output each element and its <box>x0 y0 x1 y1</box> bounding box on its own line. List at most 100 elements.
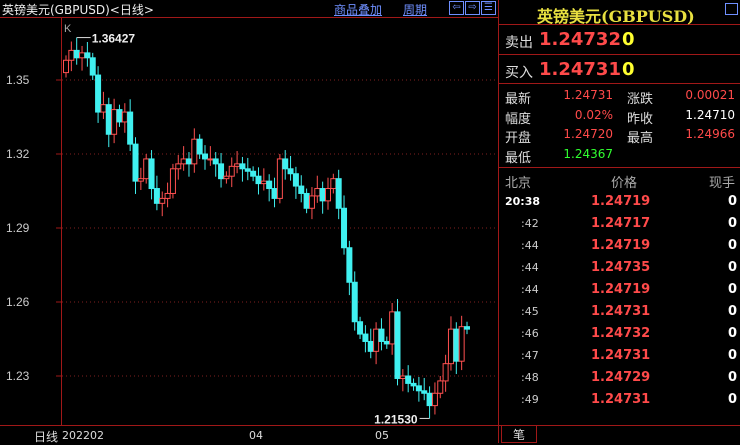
candle-body <box>73 49 80 59</box>
candle-body <box>351 281 358 323</box>
candle-body <box>399 375 406 379</box>
tick-time: :44 <box>521 261 539 274</box>
candle-body <box>196 138 203 155</box>
candle-body <box>79 52 86 59</box>
tick-time: :42 <box>521 217 539 230</box>
candle-body <box>84 52 91 59</box>
sell-volume: 0 <box>622 29 635 50</box>
candle-body <box>234 163 241 167</box>
stat-value: 1.24710 <box>685 107 735 122</box>
candle-body <box>239 163 246 170</box>
tick-volume: 0 <box>727 348 737 363</box>
tick-price: 1.24735 <box>591 260 651 275</box>
candle-body <box>346 247 353 283</box>
tick-row: 20:38 1.24719 0 <box>499 193 740 213</box>
candle-body <box>180 158 187 165</box>
tick-time: :48 <box>521 371 539 384</box>
tick-price: 1.24731 <box>591 392 651 407</box>
candle-body <box>282 158 289 170</box>
tick-volume: 0 <box>727 216 737 231</box>
candle-body <box>169 168 176 194</box>
candle-body <box>137 178 144 182</box>
candle-body <box>421 390 428 394</box>
candle-body <box>389 311 396 345</box>
sell-price: 1.24732 <box>539 29 621 50</box>
stats-table: 最新 1.24731 涨跌 0.00021 幅度 0.02% 昨收 1.24710… <box>499 86 740 168</box>
candle-body <box>116 109 123 123</box>
candle-body <box>298 185 305 194</box>
buy-label: 买入 <box>505 65 533 81</box>
candle-body <box>271 188 278 199</box>
candle-body <box>159 197 166 204</box>
overlay-link[interactable]: 商品叠加 <box>334 3 383 17</box>
candle-body <box>442 363 449 382</box>
candle-body <box>405 375 412 384</box>
candle-body <box>335 178 342 209</box>
tick-price: 1.24731 <box>591 348 651 363</box>
candle-body <box>68 49 75 61</box>
candlestick-chart[interactable]: 1.35 1.32 1.29 1.26 1.23 K 1.36427 1.21530 <box>0 18 498 425</box>
candle-body <box>266 180 273 190</box>
tick-time: :49 <box>521 393 539 406</box>
tick-time: :44 <box>521 239 539 252</box>
candle-body <box>255 175 262 185</box>
tick-row: :46 1.24732 0 <box>499 325 740 345</box>
low-price-label: 1.21530 <box>374 412 418 425</box>
tick-time: :46 <box>521 327 539 340</box>
layout-icon[interactable]: ☰ <box>481 1 496 15</box>
maximize-icon[interactable] <box>725 3 738 15</box>
tick-volume: 0 <box>727 194 737 209</box>
candle-body <box>394 311 401 379</box>
arrow-left-icon[interactable]: ⇦ <box>449 1 464 15</box>
candle-body <box>437 380 444 394</box>
candle-body <box>121 111 128 123</box>
candle-body <box>410 382 417 387</box>
tick-row: :42 1.24717 0 <box>499 215 740 235</box>
candle-body <box>95 74 102 113</box>
candle-body <box>63 59 69 74</box>
candle-body <box>132 143 139 182</box>
tick-list[interactable]: 北京 价格 现手 20:38 1.24719 0 :42 1.24717 0 :44… <box>499 168 740 425</box>
candle-body <box>202 153 209 160</box>
tick-header: 北京 <box>505 176 532 191</box>
quote-panel: 英镑美元(GBPUSD) 卖出 1.24732 0 买入 1.24731 0 最… <box>498 0 740 443</box>
x-label: 04 <box>249 429 263 442</box>
period-link[interactable]: 周期 <box>403 3 428 17</box>
candle-body <box>367 340 374 352</box>
stat-value: 0.02% <box>574 107 613 122</box>
candle-body <box>464 326 470 330</box>
stat-value: 1.24966 <box>685 127 735 141</box>
x-label: 05 <box>375 429 389 442</box>
bid-ask: 卖出 1.24732 0 买入 1.24731 0 <box>499 25 740 84</box>
tick-volume: 0 <box>727 326 737 341</box>
candle-body <box>223 175 230 180</box>
tick-price: 1.24719 <box>591 282 651 297</box>
tick-row: :48 1.24729 0 <box>499 369 740 389</box>
chart-title: 英镑美元(GBPUSD)<日线> <box>2 3 154 17</box>
candle-body <box>105 104 112 135</box>
tick-row: :49 1.24731 0 <box>499 391 740 411</box>
tick-price: 1.24731 <box>591 304 651 319</box>
candle-body <box>250 170 257 177</box>
candle-body <box>458 326 465 362</box>
tick-price: 1.24719 <box>591 238 651 253</box>
chart-type-label: K <box>64 23 72 35</box>
tab-trades[interactable]: 笔 <box>501 426 537 443</box>
candle-body <box>357 321 364 335</box>
stat-label: 昨收 <box>627 111 654 127</box>
arrow-right-icon[interactable]: ⇨ <box>465 1 480 15</box>
tick-price: 1.24717 <box>591 216 651 231</box>
stat-label: 最低 <box>505 150 532 166</box>
period-label: 日线 <box>34 430 59 444</box>
tick-price: 1.24729 <box>591 370 651 385</box>
tick-row: :44 1.24735 0 <box>499 259 740 279</box>
candle-body <box>207 158 214 161</box>
candle-body <box>292 173 299 187</box>
candle-body <box>276 158 283 199</box>
candle-body <box>127 111 134 145</box>
candle-body <box>415 385 422 392</box>
candle-body <box>303 192 310 209</box>
y-tick-label: 1.26 <box>6 295 30 309</box>
y-tick-label: 1.32 <box>6 147 30 161</box>
instrument-name: 英镑美元(GBPUSD) <box>537 7 695 26</box>
